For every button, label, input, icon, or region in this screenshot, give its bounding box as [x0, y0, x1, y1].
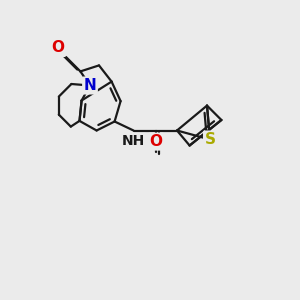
Text: O: O — [52, 40, 64, 56]
Text: S: S — [205, 132, 215, 147]
Text: NH: NH — [122, 134, 145, 148]
Text: O: O — [149, 134, 163, 149]
Text: N: N — [84, 78, 96, 93]
